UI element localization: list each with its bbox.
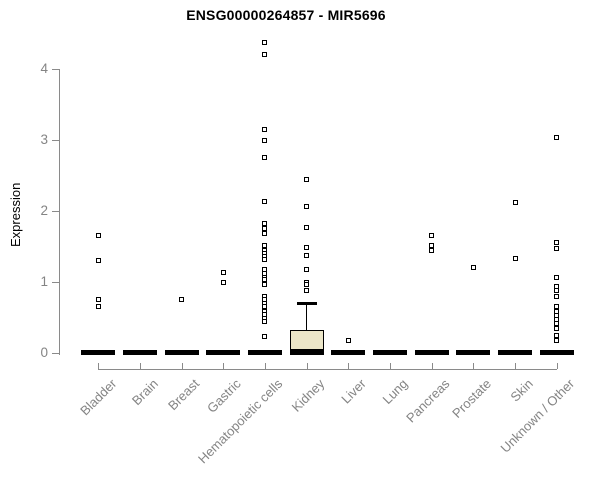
data-point (304, 204, 310, 210)
data-point (554, 288, 560, 294)
data-point (262, 221, 268, 227)
data-point (554, 246, 560, 252)
data-point (262, 319, 268, 325)
x-tick (264, 363, 266, 369)
data-point (304, 177, 310, 183)
data-point (345, 338, 351, 344)
data-point (262, 126, 268, 132)
x-tick (223, 363, 225, 369)
chart-title: ENSG00000264857 - MIR5696 (186, 7, 386, 23)
data-point (220, 270, 226, 276)
median-bar (331, 350, 366, 355)
data-point (429, 247, 435, 253)
median-bar (498, 350, 532, 355)
whisker-line (305, 303, 308, 330)
data-point (554, 325, 560, 331)
y-tick (52, 140, 59, 141)
x-tick (306, 363, 308, 369)
data-point (262, 334, 268, 340)
y-tick-label: 3 (40, 132, 48, 147)
y-tick-label: 0 (40, 345, 48, 360)
data-point (304, 288, 310, 294)
x-tick-label: Brain (128, 376, 161, 409)
data-point (262, 281, 268, 287)
y-tick (52, 282, 59, 283)
x-tick (556, 363, 558, 369)
data-point (95, 296, 101, 302)
data-point (95, 258, 101, 264)
x-tick (348, 363, 350, 369)
median-bar (289, 350, 324, 355)
x-tick-label: Prostate (449, 376, 494, 421)
data-point (554, 338, 560, 344)
data-point (95, 303, 101, 309)
x-tick (139, 363, 141, 369)
median-bar (247, 350, 282, 355)
data-point (304, 266, 310, 272)
data-point (262, 137, 268, 143)
y-tick (52, 211, 59, 212)
data-point (554, 293, 560, 299)
y-tick-label: 2 (40, 203, 48, 218)
data-point (262, 52, 268, 58)
data-point (304, 224, 310, 230)
x-tick-label: Unknown / Other (497, 376, 578, 456)
median-bar (122, 350, 157, 355)
x-axis-line (98, 369, 557, 370)
data-point (470, 264, 476, 270)
x-tick (515, 363, 516, 369)
median-bar (372, 350, 407, 355)
data-point (95, 233, 101, 239)
y-tick-label: 4 (40, 61, 48, 76)
data-point (262, 199, 268, 205)
x-tick-label: Bladder (76, 376, 119, 419)
median-bar (206, 350, 241, 355)
x-tick (181, 363, 183, 369)
whisker-cap (296, 302, 317, 305)
data-point (429, 232, 435, 238)
y-tick (52, 353, 59, 354)
data-point (304, 281, 310, 287)
data-point (262, 257, 268, 263)
data-point (262, 230, 268, 236)
data-point (304, 244, 310, 250)
x-tick (389, 363, 391, 369)
median-bar (456, 350, 491, 355)
x-tick-label: Skin (507, 376, 536, 405)
x-tick (431, 363, 433, 369)
x-tick-label: Gastric (204, 376, 244, 416)
data-point (512, 199, 518, 205)
data-point (304, 252, 310, 258)
data-point (262, 155, 268, 161)
x-tick-label: Liver (338, 376, 369, 407)
y-tick (52, 69, 59, 70)
median-bar (81, 350, 116, 355)
data-point (554, 135, 560, 141)
x-tick (473, 363, 475, 369)
x-tick-label: Breast (165, 376, 203, 414)
median-bar (164, 350, 199, 355)
box (289, 329, 324, 350)
data-point (262, 40, 268, 46)
data-point (179, 296, 185, 302)
median-bar (539, 350, 574, 355)
data-point (554, 332, 560, 338)
x-tick (98, 363, 100, 369)
data-point (554, 240, 560, 246)
data-point (262, 304, 268, 310)
y-axis-line (59, 69, 60, 355)
median-bar (414, 350, 449, 355)
y-tick-label: 1 (40, 274, 48, 289)
x-tick-label: Pancreas (402, 376, 453, 426)
data-point (512, 256, 518, 262)
x-tick-label: Lung (379, 376, 411, 408)
x-tick-label: Kidney (288, 376, 328, 415)
data-point (220, 279, 226, 285)
data-point (554, 274, 560, 280)
